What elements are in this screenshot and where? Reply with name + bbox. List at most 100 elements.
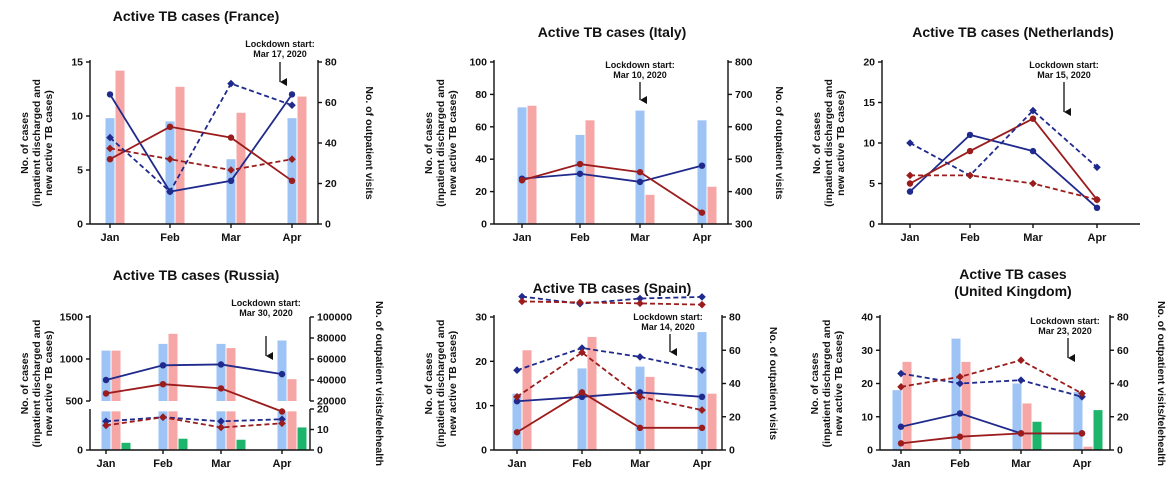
chart-6-bar-1-2 bbox=[1022, 403, 1032, 450]
chart-5-series-1-point-0 bbox=[513, 429, 521, 436]
chart-5-x-label-1: Feb bbox=[572, 458, 592, 470]
chart-5-left-tick-label-2: 20 bbox=[475, 356, 487, 368]
chart-2-bar-0-0 bbox=[517, 107, 527, 224]
chart-2-series-2-line bbox=[521, 295, 703, 305]
chart-4-right-upper-tick-label-4: 100000 bbox=[317, 312, 352, 324]
chart-5-right-tick-label-0: 0 bbox=[729, 445, 735, 457]
chart-5-left-tick-label-1: 10 bbox=[475, 400, 487, 412]
chart-2-series-0-line bbox=[521, 164, 703, 183]
chart-1-series-1-point-2 bbox=[227, 134, 235, 141]
chart-1-title-0: Active TB cases (France) bbox=[113, 8, 280, 24]
chart-1-bar-0-0 bbox=[105, 118, 115, 224]
chart-2-x-label-1: Feb bbox=[570, 232, 590, 244]
chart-5-ylabel-right-0: No. of outpatient visits bbox=[767, 327, 779, 440]
chart-5-series-0-point-2 bbox=[636, 389, 644, 396]
chart-5-ylabel-1: (inpatient discharged and bbox=[435, 320, 447, 448]
chart-2-series-1-point-0 bbox=[518, 177, 526, 184]
chart-2-series-1-point-1 bbox=[576, 160, 584, 168]
chart-5-series-1-line bbox=[516, 391, 702, 434]
chart-2-bar-1-2 bbox=[645, 194, 655, 224]
chart-3-annotation-0: Lockdown start: bbox=[1029, 60, 1099, 70]
chart-2-series-1-line bbox=[521, 163, 703, 214]
chart-4-left-tick-label-zero: 0 bbox=[77, 445, 83, 457]
chart-3: Active TB cases (Netherlands) No. of case… bbox=[811, 24, 1140, 244]
chart-4-upper-bar-0-3 bbox=[277, 340, 287, 401]
chart-6-x-label-0: Jan bbox=[892, 458, 911, 470]
chart-6-annotation-0: Lockdown start: bbox=[1030, 316, 1100, 326]
chart-6-right-tick-label-1: 20 bbox=[1117, 411, 1129, 423]
chart-4-lower-bar-0-0 bbox=[101, 411, 111, 450]
chart-2-ylabel-right-0: No. of outpatient visits bbox=[773, 86, 785, 199]
chart-5-series-0-point-3 bbox=[698, 393, 706, 400]
chart-6-bar-0-1 bbox=[951, 338, 961, 450]
chart-3-series-1-line bbox=[909, 117, 1098, 201]
chart-1-series-3-point-3 bbox=[288, 155, 296, 163]
chart-1-series-1-point-3 bbox=[288, 177, 296, 184]
chart-2-bar-1-1 bbox=[585, 120, 595, 224]
chart-5-series-2-line bbox=[516, 347, 703, 372]
chart-4-lower-series-0-line bbox=[105, 416, 283, 423]
chart-2-x-label-2: Mar bbox=[630, 232, 650, 244]
chart-1-series-3-point-1 bbox=[166, 155, 174, 163]
chart-5-bar-1-3 bbox=[707, 393, 717, 450]
chart-2-ylabel-2: new active TB cases) bbox=[447, 90, 459, 196]
chart-6-right-tick-label-4: 80 bbox=[1117, 312, 1129, 324]
chart-5-right-tick-label-4: 80 bbox=[729, 312, 741, 324]
chart-1-ylabel-1: (inpatient discharged and bbox=[31, 79, 43, 207]
chart-2-series-0-point-3 bbox=[698, 162, 706, 169]
chart-5-annotation-0: Lockdown start: bbox=[633, 312, 703, 322]
chart-3-left-tick-label-0: 0 bbox=[869, 219, 875, 231]
chart-4-lower-series-1-point-2 bbox=[217, 423, 225, 432]
chart-4-x-label-2: Mar bbox=[211, 458, 231, 470]
chart-6-x-label-1: Feb bbox=[950, 458, 970, 470]
chart-3-x-label-2: Mar bbox=[1023, 232, 1043, 244]
chart-1-series-1-point-1 bbox=[166, 123, 174, 130]
chart-2-left-tick-label-1: 20 bbox=[475, 186, 487, 198]
chart-4-lower-bar-2-2 bbox=[236, 439, 246, 450]
chart-3-series-1-point-0 bbox=[906, 180, 914, 187]
chart-6-ylabel-2: new active TB cases) bbox=[833, 331, 845, 437]
chart-5-right-tick-label-2: 40 bbox=[729, 378, 741, 390]
chart-2-bar-0-2 bbox=[635, 110, 645, 224]
chart-5-title-0: Active TB cases (Spain) bbox=[533, 280, 692, 296]
chart-2-series-3-line bbox=[521, 300, 703, 306]
chart-1-x-label-2: Mar bbox=[221, 232, 241, 244]
chart-4-right-upper-tick-label-3: 80000 bbox=[317, 333, 346, 345]
chart-2-right-tick-label-0: 300 bbox=[735, 219, 753, 231]
chart-6-series-3-point-1 bbox=[956, 373, 964, 381]
chart-1-ylabel-2: new active TB cases) bbox=[43, 90, 55, 196]
chart-1-bar-1-1 bbox=[175, 86, 185, 224]
chart-2-series-3-point-0 bbox=[518, 297, 526, 306]
chart-6-ylabel-0: No. of cases bbox=[809, 352, 821, 414]
chart-2-bar-1-0 bbox=[527, 105, 537, 224]
chart-2-series-1-point-2 bbox=[636, 168, 644, 176]
chart-3-ylabel-2: new active TB cases) bbox=[835, 90, 847, 196]
chart-1-right-tick-label-3: 60 bbox=[325, 97, 337, 109]
chart-3-series-0-point-1 bbox=[966, 131, 974, 139]
chart-4-right-upper-tick-label-2: 60000 bbox=[317, 354, 346, 366]
chart-5-bar-0-3 bbox=[697, 332, 707, 450]
chart-2-ylabel-0: No. of cases bbox=[423, 112, 435, 174]
chart-6-right-tick-label-2: 40 bbox=[1117, 378, 1129, 390]
chart-6-bar-2-3 bbox=[1093, 410, 1103, 450]
chart-2-title-0: Active TB cases (Italy) bbox=[538, 24, 687, 40]
chart-2-left-tick-label-3: 60 bbox=[475, 121, 487, 133]
chart-6-x-label-2: Mar bbox=[1011, 458, 1031, 470]
chart-2-right-tick-label-4: 700 bbox=[735, 89, 753, 101]
chart-1-series-1-line bbox=[109, 125, 293, 182]
chart-5-right-tick-label-1: 20 bbox=[729, 411, 741, 423]
chart-3-x-label-3: Apr bbox=[1088, 232, 1108, 244]
chart-1-x-label-0: Jan bbox=[101, 232, 120, 244]
chart-2-left-tick-label-5: 100 bbox=[469, 57, 487, 69]
chart-2-series-1-point-3 bbox=[698, 209, 706, 216]
chart-4-annotation-1: Mar 30, 2020 bbox=[239, 308, 293, 318]
chart-6-series-1-point-0 bbox=[897, 440, 905, 447]
chart-5-bar-0-1 bbox=[577, 368, 587, 450]
chart-5-series-1-point-1 bbox=[578, 389, 586, 396]
chart-2-left-tick-label-4: 80 bbox=[475, 89, 487, 101]
chart-3-ylabel-0: No. of cases bbox=[811, 112, 823, 174]
chart-1-bar-1-2 bbox=[236, 112, 246, 224]
chart-4-lower-bar-0-1 bbox=[158, 411, 168, 450]
chart-4-title-0: Active TB cases (Russia) bbox=[113, 267, 280, 283]
